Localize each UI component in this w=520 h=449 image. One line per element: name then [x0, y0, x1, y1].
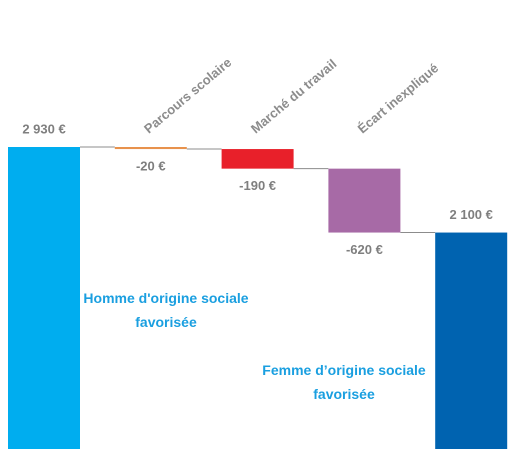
- value-label: -190 €: [239, 178, 276, 193]
- bar: [114, 147, 187, 150]
- bar: [435, 232, 508, 449]
- category-label: Parcours scolaire: [141, 55, 234, 137]
- value-label: 2 930 €: [22, 121, 65, 136]
- value-label: 2 100 €: [450, 207, 493, 222]
- bar: [8, 147, 80, 449]
- value-label: -620 €: [346, 242, 383, 257]
- value-label: -20 €: [136, 158, 166, 173]
- bar: [328, 168, 401, 233]
- category-label: Femme d’origine sociale favorisée: [262, 362, 426, 402]
- category-label: Homme d'origine sociale favorisée: [83, 290, 249, 330]
- category-label: Marché du travail: [248, 56, 340, 136]
- category-label: Écart inexpliqué: [355, 60, 442, 136]
- bar: [221, 149, 294, 169]
